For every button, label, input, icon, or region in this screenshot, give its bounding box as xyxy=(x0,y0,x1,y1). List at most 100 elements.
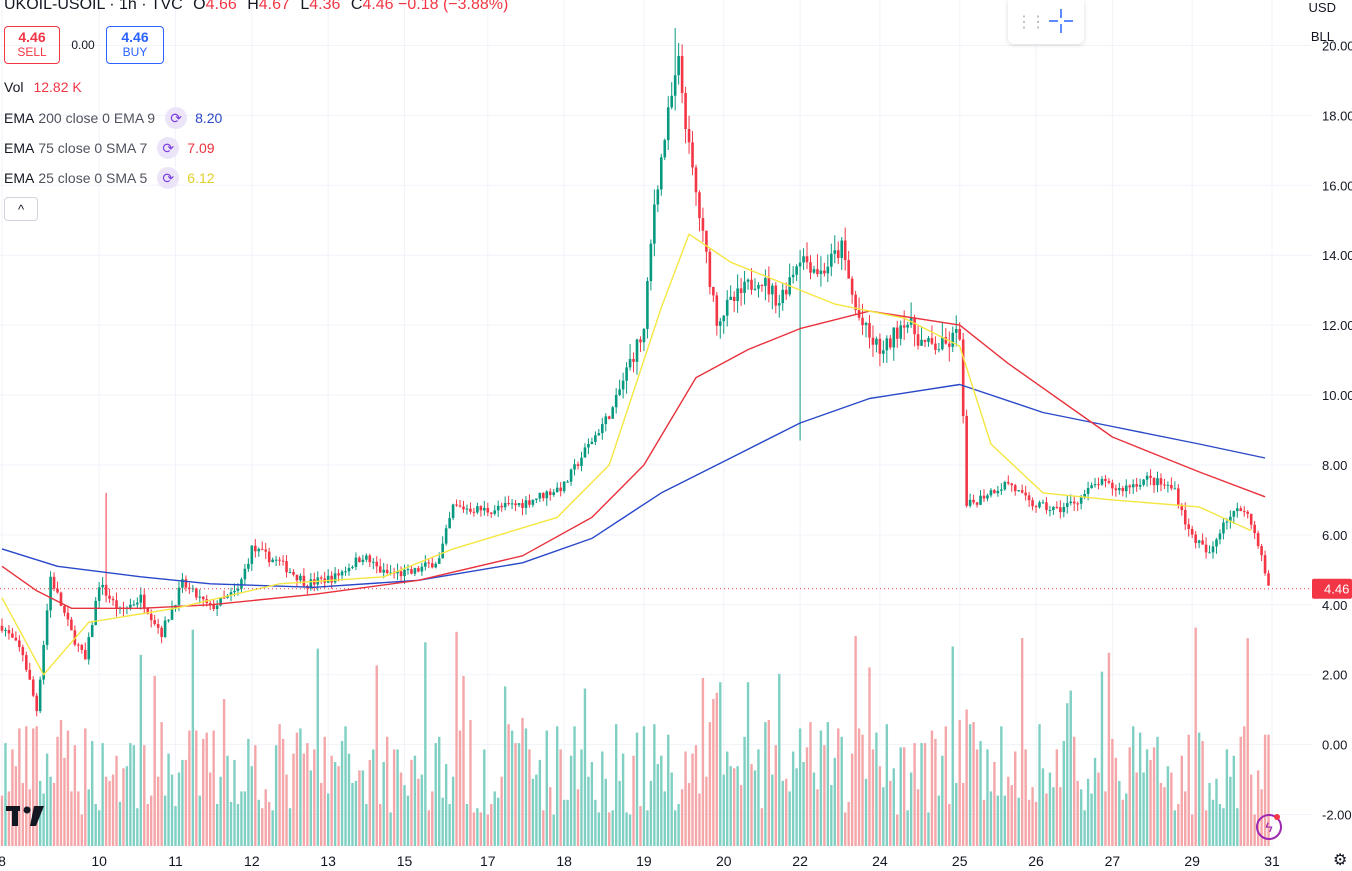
tradingview-logo-icon[interactable] xyxy=(6,804,46,830)
candle-body xyxy=(441,543,444,559)
symbol-title[interactable]: UKOIL-USOIL · 1h · TVC xyxy=(4,0,183,13)
crosshair-icon[interactable] xyxy=(1048,8,1074,34)
candle-body xyxy=(590,441,594,444)
candle-body xyxy=(469,508,472,512)
ema75-params: 75 close 0 SMA 7 xyxy=(38,140,148,156)
volume-bar xyxy=(365,804,368,846)
volume-bar xyxy=(1086,778,1090,846)
volume-bar xyxy=(1149,759,1152,846)
candle-body xyxy=(56,588,59,593)
volume-bar xyxy=(250,766,254,846)
volume-bar xyxy=(628,814,632,846)
volume-bar xyxy=(104,776,108,846)
sell-button[interactable]: 4.46 SELL xyxy=(4,26,60,64)
candle-body xyxy=(1093,484,1097,486)
volume-bar xyxy=(1184,791,1187,846)
volume-bar xyxy=(1253,814,1256,846)
candle-body xyxy=(996,490,1000,494)
candle-body xyxy=(229,592,233,596)
volume-bar xyxy=(462,675,465,846)
candle-body xyxy=(642,328,646,343)
candle-body xyxy=(715,295,719,326)
lightning-icon[interactable]: ϟ xyxy=(1256,814,1282,840)
volume-bar xyxy=(597,812,601,846)
volume-bar xyxy=(517,743,521,846)
volume-bar xyxy=(982,799,986,846)
volume-bar xyxy=(191,629,195,846)
volume-bar xyxy=(1097,772,1100,846)
candle-body xyxy=(101,584,104,588)
candle-body xyxy=(892,327,896,348)
volume-bar xyxy=(1024,749,1027,846)
ema25-params: 25 close 0 SMA 5 xyxy=(38,170,148,186)
candle-body xyxy=(437,558,441,564)
indicator-ema25[interactable]: EMA 25 close 0 SMA 5 ⟳ 6.12 xyxy=(4,167,215,189)
candle-body xyxy=(531,499,535,505)
indicator-ema200[interactable]: EMA 200 close 0 EMA 9 ⟳ 8.20 xyxy=(4,107,222,129)
volume-bar xyxy=(1232,755,1236,846)
x-tick-label: 15 xyxy=(397,853,413,869)
currency-label[interactable]: USD xyxy=(1308,0,1336,15)
refresh-icon[interactable]: ⟳ xyxy=(157,167,180,189)
candle-body xyxy=(920,339,923,346)
volume-bar xyxy=(108,780,111,846)
candle-body xyxy=(108,595,111,599)
volume-bar xyxy=(490,804,493,846)
volume-bar xyxy=(271,810,274,846)
x-tick-label: 20 xyxy=(716,853,732,869)
volume-bar xyxy=(21,783,25,846)
volume-bar xyxy=(320,783,323,846)
volume-bar xyxy=(559,749,562,846)
volume-bar xyxy=(809,722,812,846)
indicator-ema75[interactable]: EMA 75 close 0 SMA 7 ⟳ 7.09 xyxy=(4,137,215,159)
drag-handle-icon[interactable]: ⋮⋮ xyxy=(1016,14,1046,31)
volume-bar xyxy=(798,728,802,846)
change-value: −0.18 (−3.88%) xyxy=(398,0,509,13)
candle-body xyxy=(0,625,4,631)
candle-body xyxy=(368,555,372,563)
volume-bar xyxy=(576,789,580,846)
volume-bar xyxy=(524,728,528,846)
candle-body xyxy=(1194,534,1197,543)
close-value: 4.46 xyxy=(362,0,394,13)
collapse-legend-button[interactable]: ^ xyxy=(4,197,38,221)
candle-body xyxy=(396,571,399,574)
volume-bar xyxy=(791,751,795,846)
volume-bar xyxy=(514,743,517,846)
volume-bar xyxy=(288,808,292,846)
volume-bar xyxy=(955,783,958,846)
refresh-icon[interactable]: ⟳ xyxy=(157,137,180,159)
candle-body xyxy=(816,269,819,275)
last-price-label: 4.46 xyxy=(1324,582,1349,597)
buy-button[interactable]: 4.46 BUY xyxy=(106,26,164,64)
volume-bar xyxy=(344,726,347,846)
volume-bar xyxy=(274,745,278,846)
candle-body xyxy=(1100,478,1104,485)
indicator-volume[interactable]: Vol 12.82 K xyxy=(4,79,82,95)
candle-body xyxy=(750,279,753,290)
candle-body xyxy=(989,490,993,496)
candle-body xyxy=(344,571,347,573)
settings-gear-icon[interactable]: ⚙ xyxy=(1333,852,1348,869)
volume-bar xyxy=(1014,751,1017,846)
volume-bar xyxy=(278,724,281,846)
volume-bar xyxy=(1218,804,1222,846)
volume-bar xyxy=(785,778,788,846)
volume-bar xyxy=(1059,787,1062,846)
volume-bar xyxy=(802,762,805,846)
volume-bar xyxy=(382,762,385,846)
volume-bar xyxy=(767,720,771,846)
candle-body xyxy=(49,576,52,611)
volume-bar xyxy=(927,812,930,846)
volume-bar xyxy=(850,753,854,846)
candle-body xyxy=(628,359,632,368)
unit-label[interactable]: BLL xyxy=(1310,29,1334,44)
refresh-icon[interactable]: ⟳ xyxy=(165,107,188,129)
candle-body xyxy=(1173,488,1177,490)
volume-bar xyxy=(1177,804,1180,846)
candle-body xyxy=(871,337,875,345)
candle-body xyxy=(566,481,569,483)
candle-body xyxy=(559,487,562,492)
candle-body xyxy=(902,325,906,328)
